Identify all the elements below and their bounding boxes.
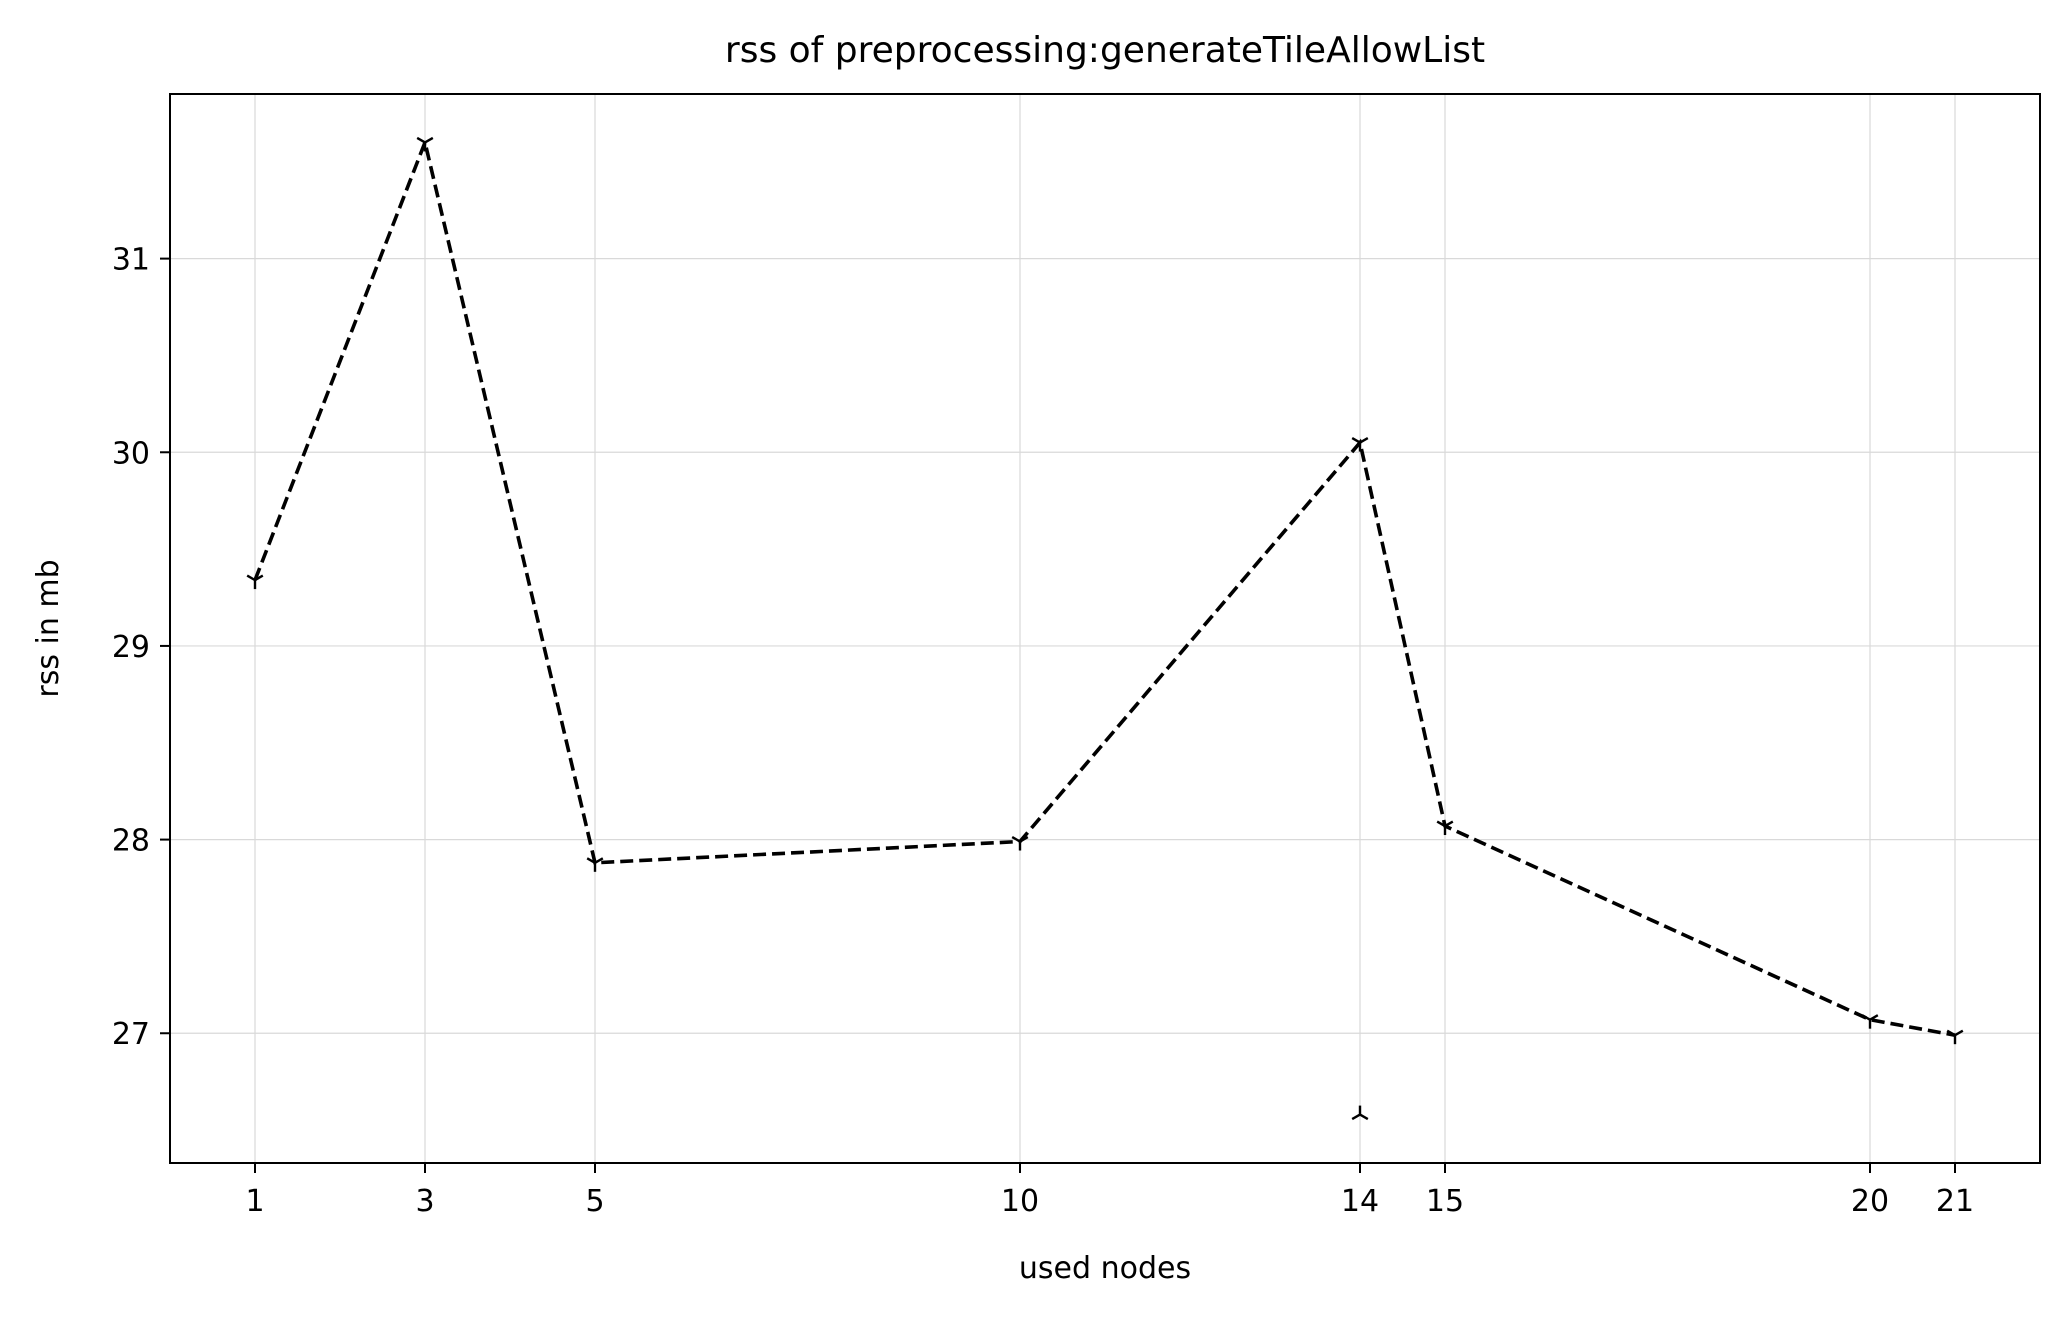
- y-tick-label: 29: [112, 630, 150, 665]
- y-tick-label: 30: [112, 436, 150, 471]
- series: [1351, 1105, 1369, 1121]
- y-tick-label: 27: [112, 1017, 150, 1052]
- series: [246, 136, 1964, 1045]
- x-tick-label: 1: [245, 1184, 264, 1219]
- y-tick-label: 28: [112, 824, 150, 859]
- data-point: [1351, 437, 1369, 452]
- data-point: [1946, 1029, 1964, 1045]
- series-line: [253, 136, 1956, 1037]
- data-point: [1436, 820, 1454, 836]
- series-layer: [246, 136, 1964, 1121]
- chart-title: rss of preprocessing:generateTileAllowLi…: [725, 30, 1485, 71]
- data-point: [246, 574, 264, 590]
- data-point: [416, 136, 434, 152]
- x-tick-label: 14: [1341, 1184, 1379, 1219]
- ticks: 1 3 5 10 14 15 20 21 27 28 29 30 31: [112, 243, 1974, 1219]
- data-point: [586, 857, 604, 872]
- x-tick-label: 21: [1936, 1184, 1974, 1219]
- data-point: [1861, 1014, 1879, 1029]
- y-axis-label: rss in mb: [31, 559, 66, 697]
- data-point: [1351, 1105, 1369, 1121]
- y-tick-label: 31: [112, 243, 150, 278]
- x-axis-label: used nodes: [1019, 1251, 1191, 1286]
- data-point: [1011, 835, 1029, 851]
- plot-frame: [169, 93, 2041, 1164]
- x-tick-label: 20: [1851, 1184, 1889, 1219]
- x-tick-label: 5: [585, 1184, 604, 1219]
- x-tick-label: 10: [1001, 1184, 1039, 1219]
- x-tick-label: 3: [415, 1184, 434, 1219]
- grid: [170, 94, 2040, 1163]
- x-tick-label: 15: [1426, 1184, 1464, 1219]
